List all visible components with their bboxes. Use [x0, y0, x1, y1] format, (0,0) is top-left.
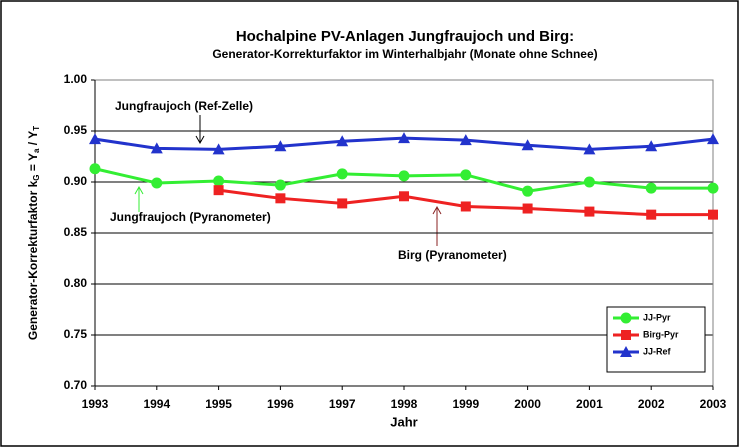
x-tick-label: 2002: [638, 397, 665, 411]
legend-label: JJ-Ref: [643, 346, 672, 356]
y-tick-label: 0.80: [64, 276, 88, 290]
y-label-part: / Y: [26, 131, 40, 149]
x-tick-label: 2003: [700, 397, 727, 411]
marker: [646, 209, 657, 220]
marker: [707, 182, 719, 194]
x-tick-label: 2000: [514, 397, 541, 411]
x-tick-label: 2001: [576, 397, 603, 411]
annotation-arrow-head: [432, 205, 442, 215]
annotation: Birg (Pyranometer): [398, 248, 507, 262]
legend-label: JJ-Pyr: [643, 312, 671, 322]
marker: [459, 134, 472, 146]
marker: [89, 133, 101, 145]
annotation-arrow-head: [195, 135, 205, 145]
x-axis-label: Jahr: [390, 414, 417, 429]
y-label-part: Generator-Korrekturfaktor k: [26, 180, 40, 340]
y-label-sub: G: [32, 175, 41, 181]
marker: [583, 176, 595, 188]
x-tick-label: 1994: [143, 397, 170, 411]
marker: [337, 198, 348, 209]
marker: [398, 170, 410, 182]
marker: [274, 179, 286, 191]
marker: [89, 163, 101, 175]
marker: [521, 139, 534, 151]
legend-label: Birg-Pyr: [643, 329, 679, 339]
x-tick-label: 1999: [452, 397, 479, 411]
y-label-part: = Y: [26, 153, 40, 174]
marker: [398, 132, 410, 144]
legend-marker: [621, 330, 631, 340]
marker: [399, 191, 409, 202]
marker: [151, 177, 163, 189]
chart-title: Hochalpine PV-Anlagen Jungfraujoch und B…: [236, 28, 574, 45]
x-tick-label: 1995: [205, 397, 232, 411]
y-axis-label: Generator-Korrekturfaktor kG = Ya / YT: [26, 126, 41, 340]
marker: [336, 135, 349, 147]
y-label-sub: a: [32, 148, 41, 153]
x-tick-label: 1997: [329, 397, 356, 411]
marker: [645, 140, 658, 152]
marker: [522, 185, 534, 197]
marker: [213, 185, 224, 196]
marker: [645, 182, 657, 194]
y-tick-label: 0.90: [64, 174, 88, 188]
marker: [522, 203, 533, 214]
legend-marker: [620, 346, 632, 357]
y-tick-label: 1.00: [64, 72, 88, 86]
y-tick-label: 0.85: [64, 225, 88, 239]
y-tick-label: 0.75: [64, 327, 88, 341]
y-tick-label: 0.95: [64, 123, 88, 137]
annotation-arrow-head: [134, 185, 144, 195]
chart-subtitle: Generator-Korrekturfaktor im Winterhalbj…: [212, 47, 597, 61]
x-tick-label: 1993: [82, 397, 109, 411]
annotation: Jungfraujoch (Ref-Zelle): [115, 99, 253, 113]
marker: [460, 201, 471, 212]
y-label-sub: T: [32, 126, 41, 131]
marker: [460, 169, 472, 181]
marker: [583, 143, 596, 155]
marker: [336, 168, 348, 180]
marker: [212, 143, 225, 155]
marker: [584, 206, 595, 217]
marker: [275, 193, 286, 204]
marker: [213, 175, 225, 187]
marker: [707, 133, 719, 145]
x-tick-label: 1998: [391, 397, 418, 411]
marker: [150, 142, 163, 154]
marker: [708, 209, 718, 220]
marker: [274, 140, 287, 152]
annotation: Jungfraujoch (Pyranometer): [110, 210, 271, 224]
x-tick-label: 1996: [267, 397, 294, 411]
y-tick-label: 0.70: [64, 378, 88, 392]
legend-marker: [620, 312, 632, 324]
